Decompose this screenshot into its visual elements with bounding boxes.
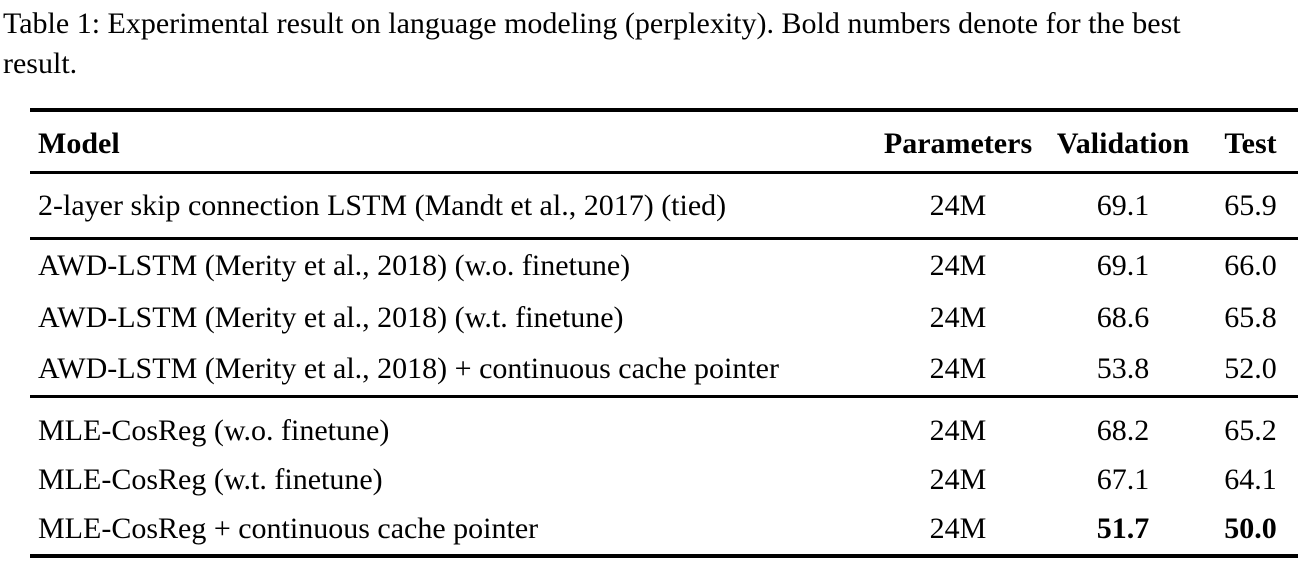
table-section-mle-cosreg: MLE-CosReg (w.o. finetune) 24M 68.2 65.2 MLE…	[30, 398, 1298, 554]
model-cell: MLE-CosReg + continuous cache pointer	[38, 512, 539, 546]
test-cell: 65.2	[1224, 413, 1277, 447]
parameters-cell: 24M	[929, 248, 987, 282]
model-cell: MLE-CosReg (w.o. finetune)	[38, 413, 390, 447]
test-cell: 65.8	[1224, 300, 1277, 334]
model-cell: AWD-LSTM (Merity et al., 2018) + continu…	[38, 352, 779, 386]
parameters-cell: 24M	[929, 188, 987, 222]
parameters-cell: 24M	[929, 300, 987, 334]
test-cell: 52.0	[1224, 352, 1277, 386]
table-section-baseline: 2-layer skip connection LSTM (Mandt et a…	[30, 174, 1298, 240]
table-caption-line1: Table 1: Experimental result on language…	[3, 7, 1181, 40]
parameters-cell: 24M	[929, 413, 987, 447]
test-cell: 66.0	[1224, 248, 1277, 282]
validation-cell: 69.1	[1096, 188, 1150, 222]
table-header-row: Model Parameters Validation Test	[30, 116, 1298, 171]
validation-cell: 53.8	[1096, 352, 1150, 386]
table-row: AWD-LSTM (Merity et al., 2018) (w.t. fin…	[30, 292, 1298, 344]
validation-cell: 69.1	[1096, 248, 1150, 282]
validation-cell: 67.1	[1096, 462, 1150, 496]
model-cell: 2-layer skip connection LSTM (Mandt et a…	[38, 188, 727, 222]
model-cell: AWD-LSTM (Merity et al., 2018) (w.t. fin…	[38, 300, 624, 334]
table-caption-line2: result.	[3, 47, 78, 80]
test-cell: 50.0	[1224, 512, 1277, 546]
column-header-parameters: Parameters	[883, 126, 1033, 160]
column-header-test: Test	[1224, 126, 1277, 160]
table-row: 2-layer skip connection LSTM (Mandt et a…	[30, 174, 1298, 237]
table-row: MLE-CosReg (w.o. finetune) 24M 68.2 65.2	[30, 406, 1298, 455]
table-row: AWD-LSTM (Merity et al., 2018) (w.o. fin…	[30, 240, 1298, 292]
parameters-cell: 24M	[929, 462, 987, 496]
table-row: MLE-CosReg + continuous cache pointer 24M…	[30, 505, 1298, 554]
parameters-cell: 24M	[929, 352, 987, 386]
test-cell: 64.1	[1224, 462, 1277, 496]
test-cell: 65.9	[1224, 188, 1277, 222]
table-row: MLE-CosReg (w.t. finetune) 24M 67.1 64.1	[30, 455, 1298, 504]
results-table: Model Parameters Validation Test 2-layer…	[30, 108, 1298, 558]
model-cell: MLE-CosReg (w.t. finetune)	[38, 462, 383, 496]
column-header-model: Model	[38, 126, 120, 160]
table-row: AWD-LSTM (Merity et al., 2018) + continu…	[30, 343, 1298, 395]
validation-cell: 51.7	[1096, 512, 1150, 546]
validation-cell: 68.6	[1096, 300, 1150, 334]
validation-cell: 68.2	[1096, 413, 1150, 447]
parameters-cell: 24M	[929, 512, 987, 546]
column-header-validation: Validation	[1056, 126, 1190, 160]
table-section-awd-lstm: AWD-LSTM (Merity et al., 2018) (w.o. fin…	[30, 240, 1298, 398]
table-caption: Table 1: Experimental result on language…	[3, 4, 1309, 84]
table-header-section: Model Parameters Validation Test	[30, 112, 1298, 174]
model-cell: AWD-LSTM (Merity et al., 2018) (w.o. fin…	[38, 248, 631, 282]
